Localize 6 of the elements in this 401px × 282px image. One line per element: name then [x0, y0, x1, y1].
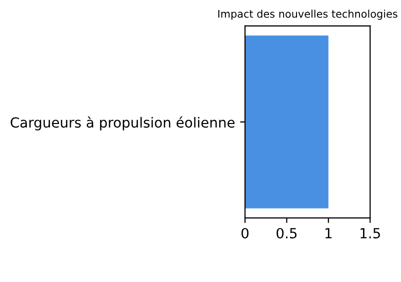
x-tick-label: 1	[326, 228, 332, 238]
chart-title: Impact des nouvelles technologies	[218, 10, 398, 20]
x-tick-label: 0.5	[276, 228, 297, 238]
x-tick-label: 1.5	[360, 228, 380, 238]
y-tick-label: Cargueurs à propulsion éolienne	[10, 116, 235, 130]
x-tick-label: 0	[242, 228, 249, 238]
